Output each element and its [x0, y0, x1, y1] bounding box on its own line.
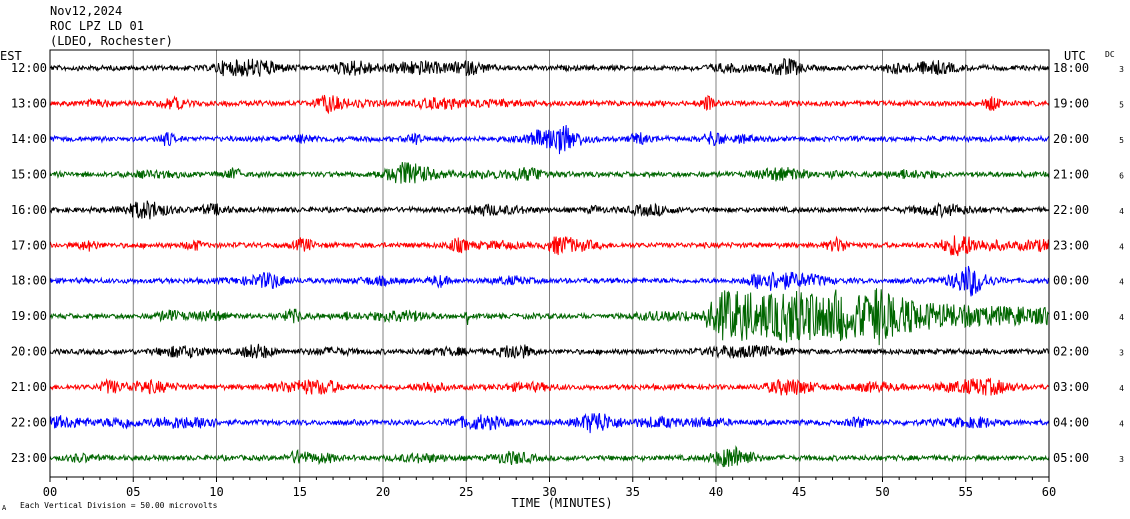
date-label: Nov12,2024 — [50, 4, 123, 18]
dc-value: 4 — [1119, 207, 1124, 216]
trace-2000 — [49, 343, 1050, 359]
trace-2200 — [49, 412, 1050, 434]
x-tick-label: 10 — [209, 485, 223, 499]
est-row-label: 18:00 — [11, 274, 47, 288]
trace-1200 — [49, 58, 1050, 77]
dc-value: 3 — [1119, 455, 1124, 464]
utc-row-label: 18:00 — [1053, 61, 1089, 75]
x-tick-label: 40 — [709, 485, 723, 499]
dc-value: 5 — [1119, 100, 1124, 109]
dc-value: 4 — [1119, 384, 1124, 393]
dc-column-label: DC — [1105, 50, 1115, 59]
trace-1400 — [49, 125, 1050, 155]
trace-1700 — [49, 235, 1050, 257]
est-row-label: 21:00 — [11, 380, 47, 394]
dc-value: 4 — [1119, 313, 1124, 322]
x-tick-label: 45 — [792, 485, 806, 499]
dc-value: 3 — [1119, 349, 1124, 358]
est-row-label: 13:00 — [11, 96, 47, 110]
x-tick-label: 50 — [875, 485, 889, 499]
dc-value: 4 — [1119, 420, 1124, 429]
est-row-label: 16:00 — [11, 203, 47, 217]
utc-row-label: 23:00 — [1053, 238, 1089, 252]
x-axis-label: TIME (MINUTES) — [511, 496, 612, 510]
est-axis-label: EST — [0, 49, 22, 63]
est-row-label: 20:00 — [11, 345, 47, 359]
x-tick-label: 05 — [126, 485, 140, 499]
utc-row-label: 05:00 — [1053, 451, 1089, 465]
est-row-label: 12:00 — [11, 61, 47, 75]
trace-1600 — [49, 200, 1050, 220]
est-row-label: 17:00 — [11, 238, 47, 252]
utc-row-label: 03:00 — [1053, 380, 1089, 394]
est-row-label: 23:00 — [11, 451, 47, 465]
network-label: (LDEO, Rochester) — [50, 34, 173, 48]
utc-row-label: 00:00 — [1053, 274, 1089, 288]
station-label: ROC LPZ LD 01 — [50, 19, 144, 33]
utc-row-label: 19:00 — [1053, 96, 1089, 110]
trace-2100 — [49, 377, 1050, 396]
plot-frame — [49, 49, 1050, 478]
utc-row-label: 04:00 — [1053, 416, 1089, 430]
utc-row-label: 20:00 — [1053, 132, 1089, 146]
est-row-label: 22:00 — [11, 416, 47, 430]
trace-2300 — [49, 445, 1050, 468]
dc-value: 4 — [1119, 278, 1124, 287]
dc-value: 4 — [1119, 242, 1124, 251]
x-tick-label: 30 — [542, 485, 556, 499]
x-tick-label: 55 — [959, 485, 973, 499]
dc-value: 3 — [1119, 65, 1124, 74]
x-tick-label: 25 — [459, 485, 473, 499]
utc-row-label: 02:00 — [1053, 345, 1089, 359]
trace-1300 — [49, 94, 1050, 115]
utc-axis-label: UTC — [1064, 49, 1086, 63]
dc-value: 6 — [1119, 171, 1124, 180]
utc-row-label: 01:00 — [1053, 309, 1089, 323]
trace-1900 — [49, 288, 1050, 346]
x-tick-label: 35 — [626, 485, 640, 499]
utc-row-label: 21:00 — [1053, 167, 1089, 181]
trace-1500 — [49, 161, 1050, 184]
est-row-label: 19:00 — [11, 309, 47, 323]
est-row-label: 14:00 — [11, 132, 47, 146]
x-tick-label: 20 — [376, 485, 390, 499]
scale-note: Each Vertical Division = 50.00 microvolt… — [20, 501, 218, 510]
corner-mark: A — [2, 504, 7, 512]
x-tick-label: 00 — [43, 485, 57, 499]
utc-row-label: 22:00 — [1053, 203, 1089, 217]
trace-1800 — [49, 265, 1050, 297]
x-tick-label: 15 — [293, 485, 307, 499]
x-tick-label: 60 — [1042, 485, 1056, 499]
dc-value: 5 — [1119, 136, 1124, 145]
est-row-label: 15:00 — [11, 167, 47, 181]
